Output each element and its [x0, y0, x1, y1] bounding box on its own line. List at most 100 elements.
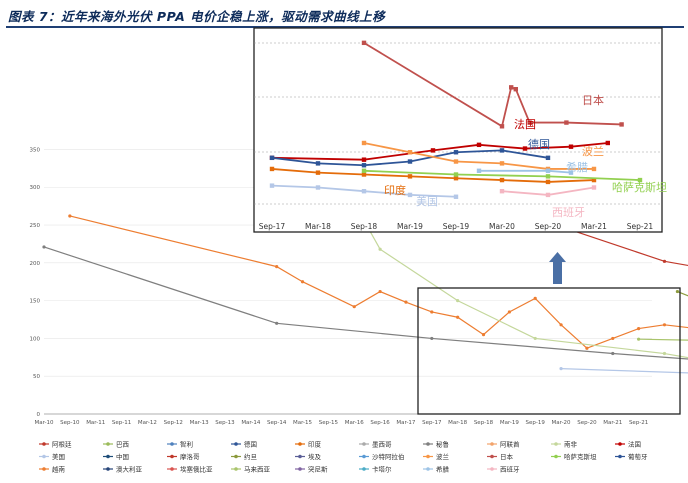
legend-swatch-marker [490, 467, 494, 471]
legend-swatch-marker [426, 454, 430, 459]
zoom-x-tick-label: Sep-21 [627, 222, 654, 231]
zoom-frame [253, 27, 663, 233]
zoom-label-e697a5e69cac: 日本 [582, 93, 604, 107]
legend-swatch-marker [170, 454, 174, 459]
zoom-label-e6b3a2e585b0: 波兰 [582, 145, 604, 158]
x-tick-label: Mar-21 [603, 420, 622, 426]
legend-label-e699bae588a9: 智利 [180, 440, 193, 449]
data-point [481, 333, 486, 337]
zoom-label-e58db0e5baa6: 印度 [384, 183, 406, 197]
zoom-data-point [605, 140, 610, 146]
data-point [507, 310, 511, 314]
zoom-data-point [407, 174, 413, 179]
zoom-x-tick-label: Sep-19 [443, 222, 470, 231]
zoom-x-tick-label: Mar-18 [305, 222, 331, 231]
data-point [300, 280, 305, 284]
y-tick-label: 0 [37, 412, 41, 418]
x-tick-label: Sep-14 [267, 420, 287, 426]
zoom-data-point [499, 124, 505, 129]
y-tick-label: 300 [30, 185, 41, 191]
zoom-series-line-e6b3a2e585b0 [363, 142, 594, 170]
data-point [637, 326, 641, 331]
legend-swatch-marker [426, 442, 430, 446]
x-tick-label: Mar-19 [500, 420, 520, 426]
data-point [559, 367, 563, 371]
zoom-x-tick-label: Sep-17 [259, 222, 286, 231]
zoom-data-point [269, 155, 275, 161]
data-point [404, 300, 408, 304]
zoom-data-point [527, 120, 532, 125]
legend-label-e58da1e5a194e5b094: 卡塔尔 [372, 465, 392, 474]
legend-swatch-marker [170, 442, 174, 446]
legend-swatch-marker [426, 467, 430, 471]
data-point [430, 336, 434, 341]
data-point [378, 289, 382, 294]
legend-swatch-marker [42, 442, 46, 446]
zoom-label-e59388e890a8e5858be696afe59da6: 哈萨克斯坦 [612, 180, 667, 194]
zoom-label-e7be8ee59bbd: 美国 [416, 195, 438, 208]
up-arrow-icon [549, 252, 566, 284]
x-tick-label: Mar-12 [138, 420, 157, 426]
legend-label-e58db0e5baa6: 印度 [308, 440, 322, 449]
x-tick-label: Mar-11 [86, 420, 105, 426]
y-tick-label: 100 [30, 336, 41, 342]
x-tick-label: Sep-12 [164, 420, 183, 426]
legend-swatch-marker [490, 442, 494, 446]
legend-swatch-marker [490, 454, 494, 459]
zoom-label-e5beb7e59bbd: 德国 [528, 137, 550, 151]
legend-swatch-marker [618, 454, 622, 459]
legend-label-e6b299e789b9e998bfe68b89e4bcaf: 沙特阿拉伯 [372, 452, 405, 461]
zoom-x-tick-label: Mar-19 [397, 222, 423, 231]
series-line-e7a798e9b281 [43, 246, 688, 360]
legend-label-e9a9ace69da5e8a5bfe4ba9a: 马来西亚 [244, 466, 271, 474]
zoom-data-point [509, 85, 514, 90]
x-tick-label: Sep-21 [629, 420, 648, 426]
zoom-data-point [637, 177, 643, 183]
data-point [456, 299, 460, 303]
zoom-data-point [453, 159, 459, 164]
data-point [456, 315, 460, 319]
legend-swatch-marker [554, 442, 558, 446]
zoom-data-point [269, 183, 275, 188]
zoom-data-point [315, 185, 321, 190]
data-point [662, 323, 667, 327]
data-point [275, 265, 279, 269]
zoom-series-line-e59388e890a8e5858be696afe59da6 [363, 169, 641, 181]
x-tick-label: Sep-19 [526, 420, 546, 426]
legend-swatch-marker [234, 442, 238, 446]
zoom-data-point [499, 177, 505, 183]
zoom-data-point [315, 170, 321, 175]
x-tick-label: Sep-18 [474, 420, 494, 426]
series-line-e58d97e99d9e [327, 156, 688, 359]
x-tick-label: Sep-17 [422, 420, 442, 426]
data-point [637, 337, 641, 341]
legend-swatch-marker [42, 454, 46, 459]
zoom-data-point [407, 192, 413, 198]
series-line-e8b68ae58d97 [69, 215, 688, 349]
x-tick-label: Sep-11 [112, 420, 131, 426]
x-tick-label: Mar-20 [552, 420, 572, 426]
y-tick-label: 250 [30, 223, 41, 229]
legend-swatch-marker [106, 467, 110, 471]
legend-label-e8b68ae58d97: 越南 [52, 465, 66, 474]
zoom-label-e8a5bfe78fade78999: 西班牙 [552, 206, 585, 219]
legend-swatch-marker [362, 442, 366, 446]
zoom-data-point [453, 172, 459, 177]
legend-label-e7be8ee59bbd: 美国 [52, 452, 65, 461]
zoom-x-tick-label: Mar-20 [489, 222, 515, 231]
zoom-series-line-e58db0e5baa6 [271, 168, 595, 183]
legend-swatch-marker [298, 442, 302, 446]
legend-label-e7baa6e697a6: 约旦 [244, 452, 258, 461]
data-point [275, 321, 279, 325]
y-tick-label: 150 [30, 299, 41, 305]
x-tick-label: Mar-15 [293, 420, 313, 426]
zoom-data-point [545, 174, 551, 179]
zoom-data-point [361, 163, 367, 168]
legend-label-e6b395e59bbd: 法国 [628, 440, 641, 449]
x-tick-label: Sep-20 [577, 420, 597, 426]
x-tick-label: Sep-16 [370, 420, 390, 426]
zoom-chart: Sep-17 Mar-18 Sep-18 Mar-19 Sep-19 Mar-20 Sep-… [253, 27, 667, 233]
legend-label-e8a5bfe78fade78999: 西班牙 [500, 465, 520, 474]
series-line-e7be8ee59bbd [561, 368, 688, 374]
